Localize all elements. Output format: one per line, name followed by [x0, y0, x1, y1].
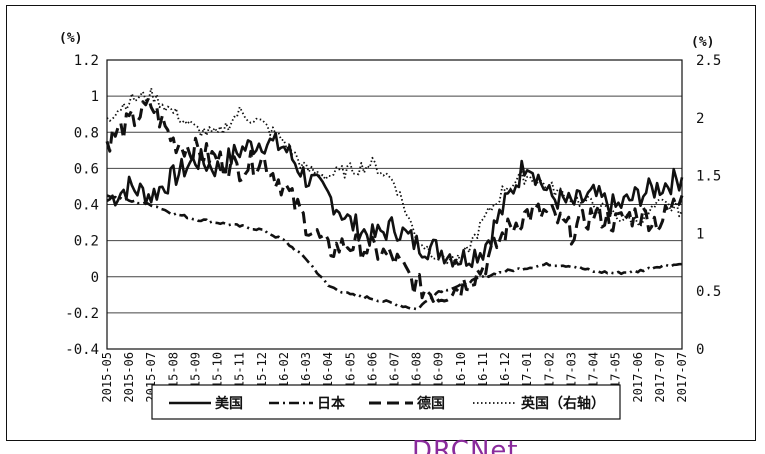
left-tick-label: 0 — [91, 270, 99, 286]
legend-label-2: 德国 — [417, 395, 445, 412]
left-axis-unit: (%) — [59, 31, 82, 46]
series-line-1 — [106, 194, 683, 311]
right-axis-ticks: 0 0.5 1 1.5 2 2.5 — [696, 53, 721, 358]
grid-lines — [107, 59, 682, 350]
series-lines — [105, 87, 684, 311]
left-tick-label: 0.6 — [74, 161, 99, 177]
right-tick-label: 2.5 — [696, 53, 721, 69]
chart-frame: -0.4 -0.2 0 0.2 0.4 0.6 0.8 1 1.2 0 0.5 1 1.5 2 2.5 (… — [6, 5, 756, 441]
left-tick-label: -0.4 — [65, 342, 99, 358]
left-axis-ticks: -0.4 -0.2 0 0.2 0.4 0.6 0.8 1 1.2 — [65, 53, 99, 358]
right-tick-label: 2 — [696, 111, 704, 127]
x-tick-label: 2015-05 — [100, 352, 114, 403]
legend-label-3: 英国（右轴） — [520, 395, 605, 412]
right-tick-label: 1.5 — [696, 169, 721, 185]
plot-area-border — [106, 59, 683, 350]
left-tick-label: 0.2 — [74, 234, 99, 250]
right-tick-label: 0.5 — [696, 284, 721, 300]
legend-label-1: 日本 — [317, 395, 346, 412]
left-tick-label: 1.2 — [74, 53, 99, 69]
x-tick-label: 2017-07 — [675, 352, 689, 403]
legend-label-0: 美国 — [215, 395, 243, 412]
legend-box — [151, 384, 621, 420]
chart: -0.4 -0.2 0 0.2 0.4 0.6 0.8 1 1.2 0 0.5 1 1.5 2 2.5 (… — [59, 31, 721, 420]
left-tick-label: -0.2 — [65, 306, 99, 322]
left-tick-label: 0.4 — [74, 198, 99, 214]
left-tick-label: 1 — [91, 89, 99, 105]
right-tick-label: 1 — [696, 226, 704, 242]
x-tick-label: 2017-06 — [631, 352, 645, 403]
left-tick-label: 0.8 — [74, 125, 99, 141]
series-line-3 — [106, 87, 683, 265]
legend: 美国 日本 德国 英国（右轴） — [151, 384, 621, 420]
watermark: DRCNet — [412, 436, 519, 454]
series-line-2 — [105, 96, 684, 303]
x-tick-label: 2015-06 — [122, 352, 136, 403]
right-tick-label: 0 — [696, 342, 704, 358]
right-axis-unit: (%) — [691, 35, 714, 50]
x-tick-label: 2017-07 — [653, 352, 667, 403]
